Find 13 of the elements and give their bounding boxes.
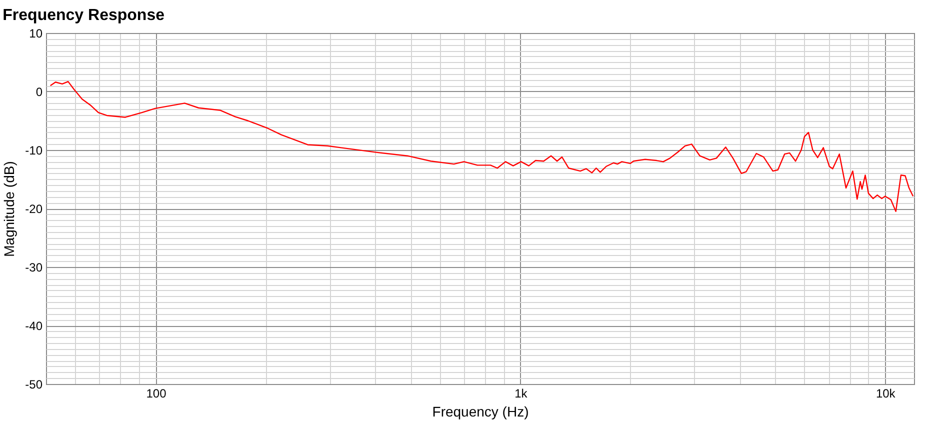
y-tick-label: 0 <box>36 85 43 99</box>
x-tick-label: 10k <box>876 386 896 400</box>
x-tick-label: 1k <box>514 386 528 400</box>
chart-title: Frequency Response <box>2 7 165 24</box>
x-tick-label: 100 <box>146 386 167 400</box>
y-axis-title: Magnitude (dB) <box>1 161 18 257</box>
y-tick-label: -50 <box>25 378 43 392</box>
y-tick-label: -10 <box>25 144 43 158</box>
y-tick-label: -20 <box>25 202 43 216</box>
y-tick-label: -30 <box>25 260 43 274</box>
x-axis-title: Frequency (Hz) <box>432 404 529 420</box>
y-tick-label: -40 <box>25 319 43 333</box>
y-tick-label: 10 <box>29 26 43 40</box>
